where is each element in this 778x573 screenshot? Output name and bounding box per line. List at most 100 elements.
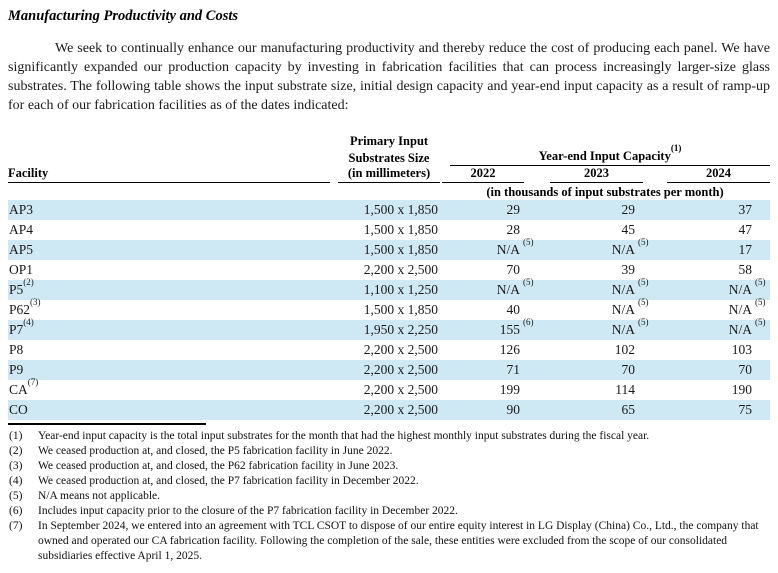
footnote-ref: (5) [638,236,649,247]
col-header-size-line1: Primary Input [349,134,429,148]
capacity-cell-2022: 29 [440,200,538,220]
table-row: AP3 1,500 x 1,850 29 29 37 [8,200,770,220]
col-header-size-line3: (in millimeters) [338,166,440,183]
capacity-cell-2023: N/A (5) [538,236,653,260]
footnote-item: (5) N/A means not applicable. [8,489,770,504]
col-header-2022: 2022 [440,166,538,183]
facility-label: P5 [9,282,24,297]
capacity-value: N/A [611,322,635,337]
substrate-size-cell: 1,500 x 1,850 [363,302,438,317]
table-row: AP5 1,500 x 1,850 N/A (5) N/A (5) 17 [8,236,770,260]
footnote-ref-slot: (5) [635,297,653,320]
capacity-value: N/A [496,282,520,297]
facility-cell: P8 [8,340,338,360]
footnote-text: We ceased production at, and closed, the… [38,475,419,487]
footnote-marker: (6) [9,505,23,517]
footnote-text: N/A means not applicable. [38,490,160,502]
footnote-ref: (5) [755,296,766,307]
capacity-cell-2022: N/A (5) [440,276,538,300]
footnote-ref: (2) [23,276,34,287]
section-title: Manufacturing Productivity and Costs [8,8,239,24]
footnote-ref-slot: (5) [752,276,770,300]
footnote-ref: (5) [755,316,766,327]
capacity-table: Primary Input Substrates Size Year-end I… [8,134,770,420]
facility-label: AP4 [9,222,34,237]
footnote-item: (6) Includes input capacity prior to the … [8,504,770,519]
facility-label: P7 [9,322,24,337]
footnote-item: (3) We ceased production at, and closed, … [8,459,770,474]
facility-label: CO [9,402,28,417]
substrate-size-cell: 2,200 x 2,500 [338,400,440,420]
capacity-cell-2024: N/A (5) [653,316,770,340]
capacity-value: N/A [611,242,635,257]
capacity-value: 37 [738,202,753,217]
table-row: P5(2) 1,100 x 1,250 N/A (5) N/A (5) N/A (5) [8,276,770,300]
substrate-size-cell: 2,200 x 2,500 [363,262,438,277]
footnote-text: We ceased production at, and closed, the… [38,460,399,472]
footnote-marker: (1) [9,430,23,442]
footnote-ref-slot: (5) [752,296,770,320]
capacity-value: 58 [738,262,753,277]
capacity-cell-2024: 47 [653,220,770,240]
capacity-cell-2023: N/A (5) [538,297,653,320]
substrate-size-cell: 1,500 x 1,850 [363,222,438,237]
capacity-value: 40 [506,302,521,317]
capacity-cell-2022: N/A (5) [440,237,538,260]
capacity-value: 17 [738,242,753,257]
facility-label: P9 [9,362,24,377]
capacity-value: 90 [506,402,521,417]
facility-label: OP1 [9,262,34,277]
footnotes-block: (1) Year-end input capacity is the total … [8,429,770,564]
header-spacer [440,134,770,149]
footnote-text: We ceased production at, and closed, the… [38,445,393,457]
facility-cell: P62(3) [8,296,338,320]
substrate-size-cell: 1,500 x 1,850 [338,200,440,220]
facility-cell: AP5 [8,240,338,260]
capacity-cell-2022: 40 [440,300,538,320]
footnote-ref-slot: (6) [520,317,538,340]
footnote-ref: (5) [638,316,649,327]
facility-cell: P7(4) [8,317,338,340]
footnote-ref: (5) [755,276,766,287]
facility-label: P62 [9,302,31,317]
facility-cell: P9 [8,360,338,380]
capacity-value: 65 [621,402,636,417]
capacity-value: 47 [738,222,753,237]
substrate-size-cell: 2,200 x 2,500 [363,342,438,357]
table-row: CO 2,200 x 2,500 90 65 75 [8,400,770,420]
capacity-cell-2023: 70 [538,360,653,380]
footnote-ref: (3) [30,296,41,307]
yearend-group-label: Year-end Input Capacity [538,149,671,163]
footnote-text: Includes input capacity prior to the clo… [38,505,458,517]
capacity-value: 29 [621,202,636,217]
capacity-cell-2024: 190 [653,380,770,400]
footnote-ref-slot: (5) [635,277,653,300]
capacity-cell-2024: 70 [653,360,770,380]
footnote-ref: (1) [670,142,682,153]
capacity-cell-2023: 39 [538,260,653,280]
facility-cell: AP4 [8,220,338,240]
capacity-value: 70 [506,262,521,277]
table-row: AP4 1,500 x 1,850 28 45 47 [8,220,770,240]
header-spacer [8,134,338,149]
facility-cell: CO [8,400,338,420]
capacity-cell-2023: 114 [538,380,653,400]
facility-cell: P5(2) [8,276,338,300]
capacity-value: 70 [738,362,753,377]
footnote-ref: (5) [523,276,534,287]
capacity-value: N/A [728,302,752,317]
footnote-separator [8,423,206,425]
table-row: OP1 2,200 x 2,500 70 39 58 [8,260,770,280]
capacity-value: 29 [506,202,521,217]
header-spacer [338,183,440,200]
footnote-ref-slot: (5) [635,316,653,340]
footnote-text: Year-end input capacity is the total inp… [38,430,650,442]
col-header-yearend-group: Year-end Input Capacity(1) [440,143,770,166]
capacity-value: N/A [728,282,752,297]
units-note: (in thousands of input substrates per mo… [486,185,724,199]
table-row: P9 2,200 x 2,500 71 70 70 [8,360,770,380]
capacity-table-header: Primary Input Substrates Size Year-end I… [8,134,770,200]
capacity-cell-2023: 45 [538,220,653,240]
footnote-marker: (3) [9,460,23,472]
facility-cell: OP1 [8,260,338,280]
